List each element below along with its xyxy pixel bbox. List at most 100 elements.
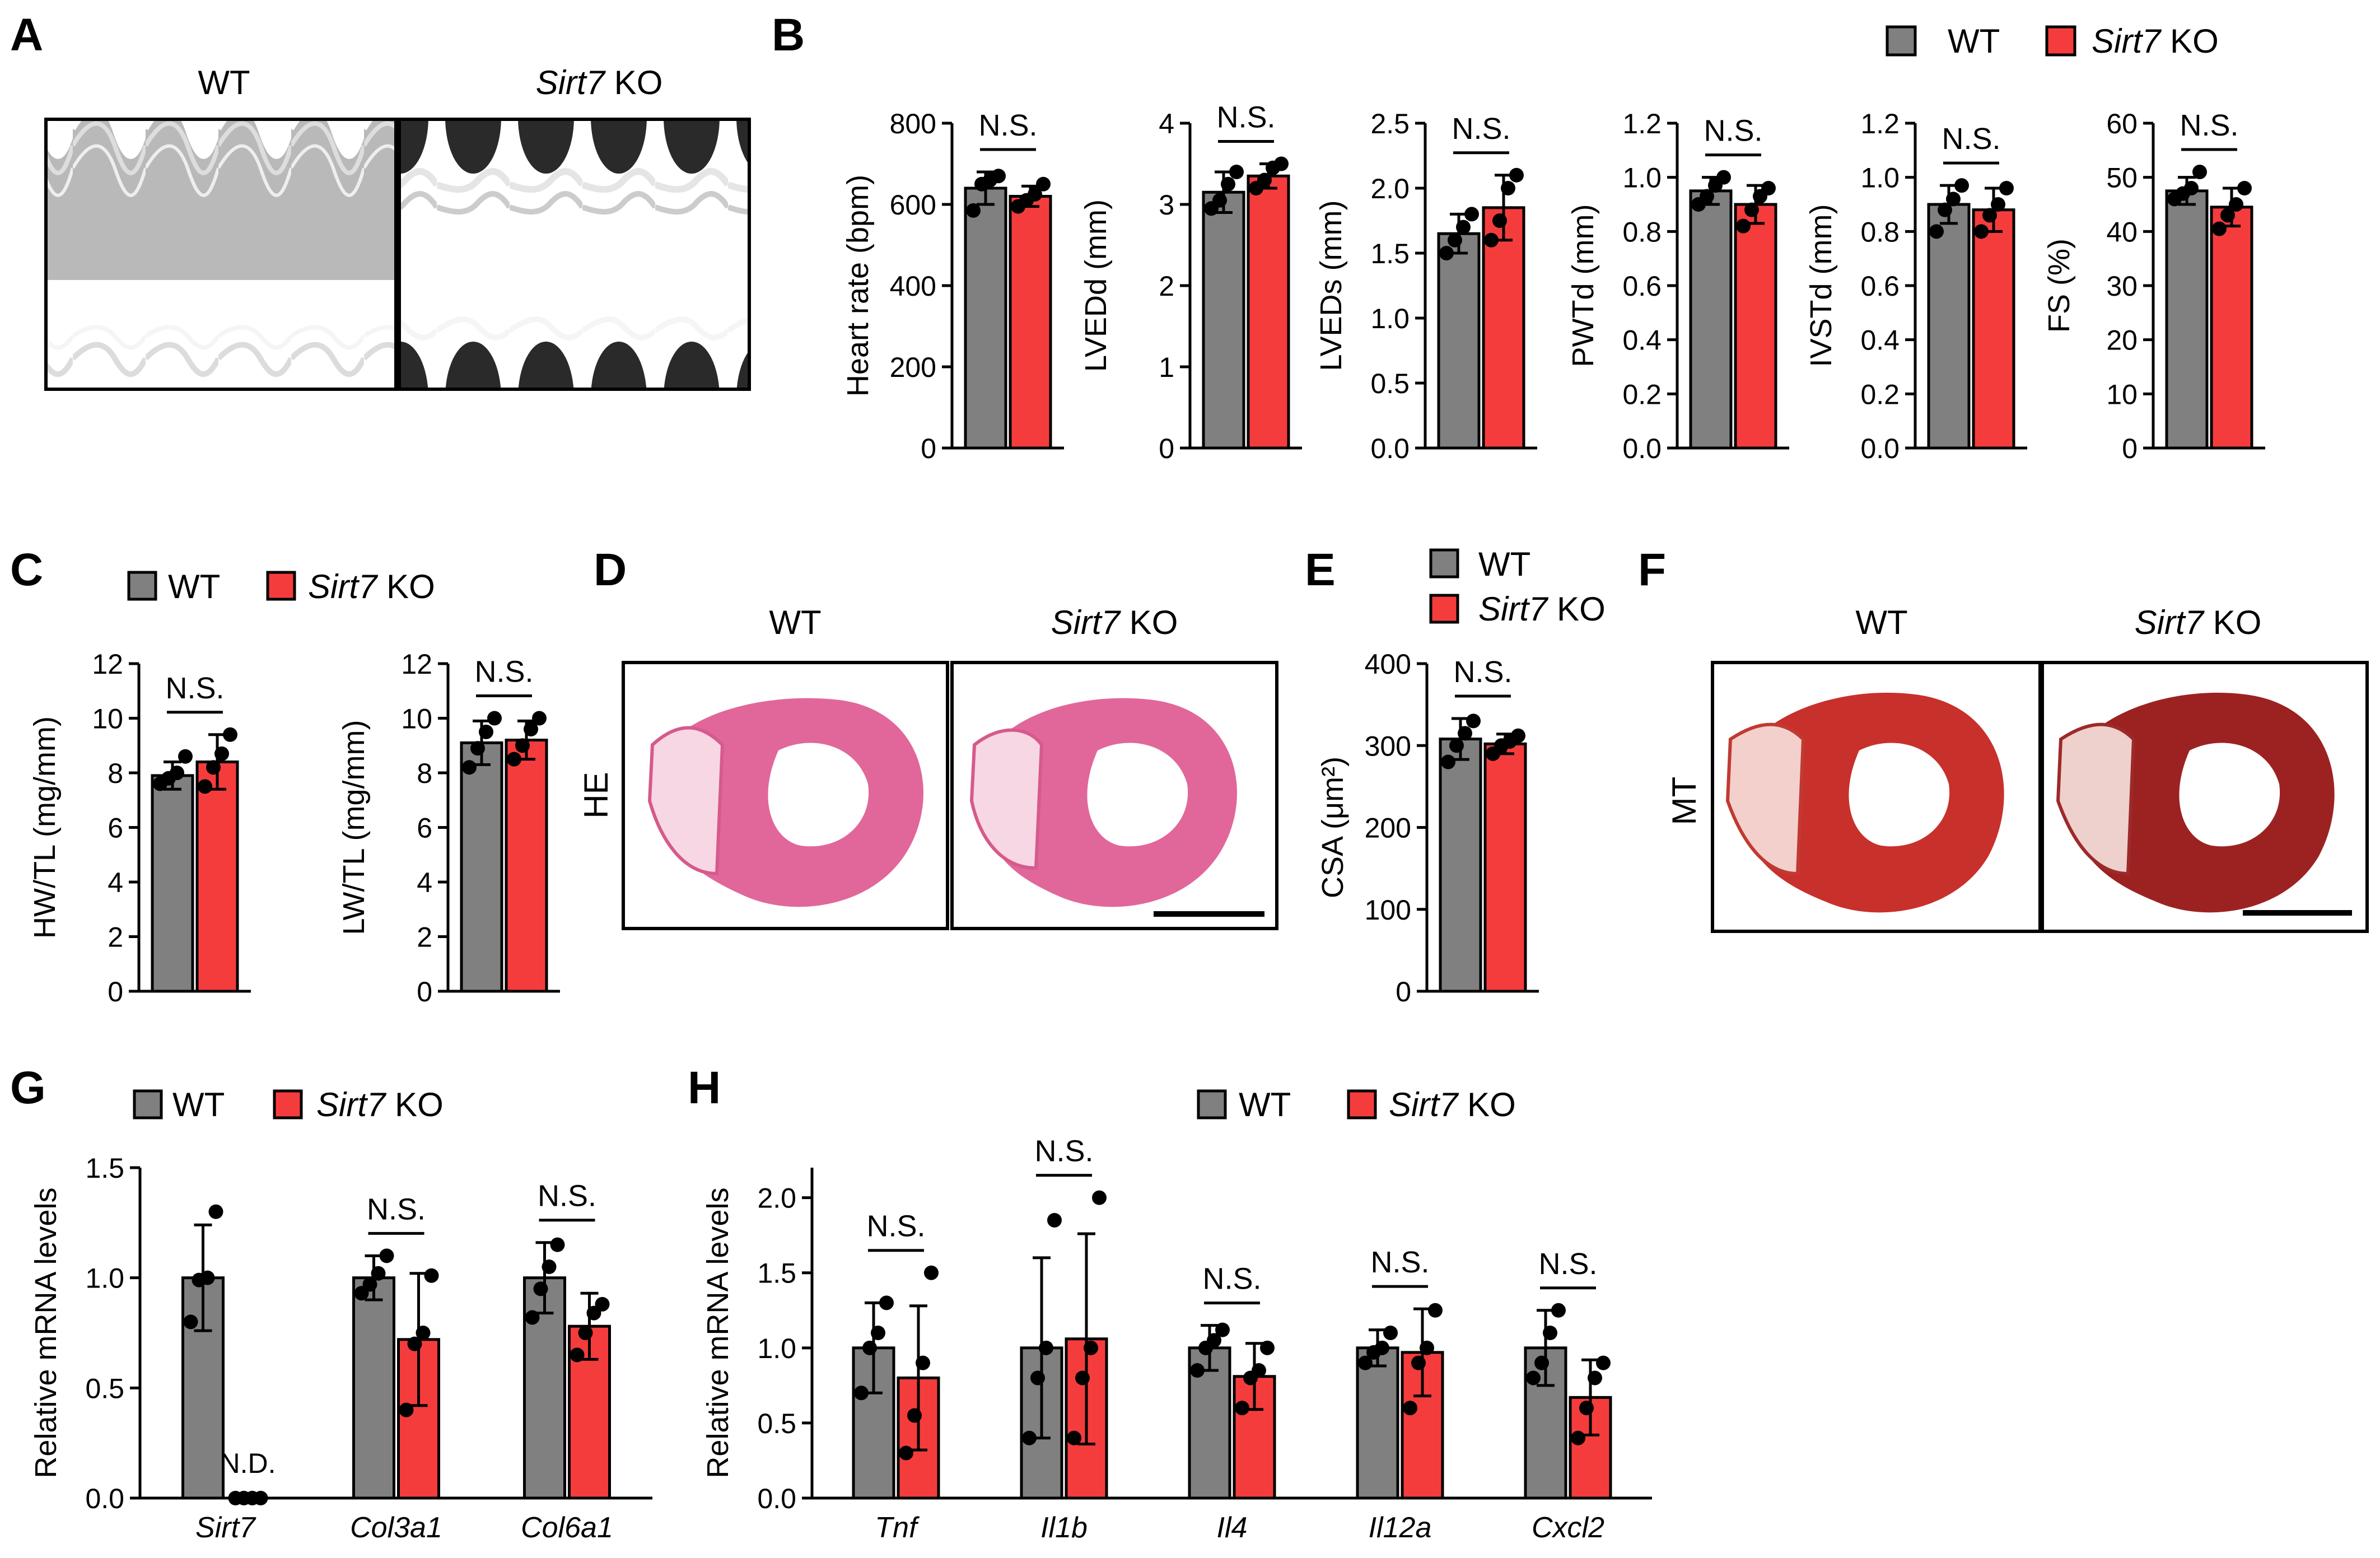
data-point-h1	[1411, 1355, 1426, 1370]
y-tick-label-b4: 0.2	[1622, 379, 1662, 410]
category-label-g1: Sirt7	[195, 1512, 256, 1544]
y-tick-label-e1: 400	[1365, 649, 1411, 680]
y-tick-label-c2: 4	[417, 867, 432, 898]
data-point-b1	[1036, 176, 1051, 192]
y-tick-label-b6: 50	[2106, 162, 2138, 194]
data-point-b5	[1954, 178, 1969, 193]
chart-b4: 0.0 0.2 0.4 0.6 0.8 1.0 1.2 PWTd (mm) N.S.	[1566, 108, 1789, 464]
category-label-h1: Il12a	[1369, 1512, 1432, 1544]
significance-label-h1: N.S.	[1538, 1247, 1597, 1281]
category-label-h1: Il4	[1217, 1512, 1248, 1544]
legend-e-ko-swatch	[1429, 594, 1459, 624]
category-label-h1: Cxcl2	[1532, 1512, 1604, 1544]
data-point-h1	[1075, 1370, 1090, 1386]
data-point-b5	[1929, 224, 1944, 239]
data-point-h1	[862, 1340, 877, 1355]
bar-c1-wt	[151, 774, 194, 993]
data-point-g1	[253, 1491, 268, 1505]
data-point-b5	[1991, 197, 2005, 212]
data-point-c1	[223, 727, 237, 742]
data-point-b6	[2220, 208, 2235, 223]
data-point-c1	[170, 766, 184, 780]
y-tick-label-b3: 2.5	[1370, 108, 1410, 139]
y-tick-label-c1: 4	[108, 867, 123, 898]
data-point-b2	[1257, 172, 1272, 188]
legend-h-ko-label: Sirt7 KO	[1389, 1086, 1516, 1123]
legend-c-ko-label: Sirt7 KO	[308, 568, 435, 605]
legend-h-ko-swatch	[1347, 1089, 1377, 1119]
y-tick-label-c1: 0	[108, 976, 123, 1007]
y-tick-label-b1: 600	[890, 189, 936, 221]
significance-label-b3: N.S.	[1452, 112, 1510, 146]
bar-b6-wt	[2165, 189, 2209, 450]
data-point-h1	[1526, 1370, 1541, 1386]
y-axis-label-b1: Heart rate (bpm)	[841, 175, 875, 397]
he-row-label: HE	[577, 772, 615, 818]
significance-label-g1: N.S.	[538, 1179, 596, 1213]
legend-b-ko-swatch	[2045, 25, 2076, 57]
data-point-b5	[1938, 202, 1952, 217]
data-point-g1	[533, 1281, 548, 1296]
data-point-g1	[542, 1260, 557, 1274]
y-tick-label-b1: 400	[890, 270, 936, 302]
data-point-g1	[379, 1248, 394, 1263]
bar-b4-wt	[1689, 189, 1733, 450]
y-tick-label-c2: 12	[401, 649, 432, 680]
data-point-e1	[1511, 728, 1525, 743]
bar-e1-wt	[1439, 738, 1482, 993]
data-point-h1	[924, 1265, 939, 1280]
panel-label-b: B	[772, 10, 805, 60]
data-point-c1	[214, 746, 229, 761]
data-point-h1	[1579, 1401, 1594, 1416]
data-point-b5	[1946, 192, 1961, 207]
legend-b: WT Sirt7 KO	[1886, 22, 2219, 60]
significance-label-g1: N.S.	[367, 1192, 426, 1226]
y-tick-label-b4: 0.8	[1622, 216, 1662, 248]
legend-b-wt-label: WT	[1948, 22, 2000, 60]
bar-b1-wt	[964, 186, 1007, 450]
significance-label-b4: N.S.	[1704, 114, 1762, 148]
echo-wt-label: WT	[198, 64, 250, 101]
y-tick-label-e1: 200	[1365, 813, 1411, 844]
significance-label-b1: N.S.	[978, 109, 1037, 142]
y-tick-label-b4: 1.0	[1622, 162, 1662, 194]
data-point-b2	[1274, 156, 1289, 171]
y-tick-label-b1: 800	[890, 108, 936, 139]
y-tick-label-b4: 0.6	[1622, 270, 1662, 302]
data-point-h1	[1252, 1363, 1266, 1378]
panel-label-a: A	[10, 10, 43, 60]
legend-g: WT Sirt7 KO	[133, 1086, 444, 1123]
data-point-b5	[1999, 181, 2014, 195]
data-point-h1	[1235, 1401, 1249, 1416]
significance-label-c1: N.S.	[165, 671, 224, 705]
y-axis-label-b6: FS (%)	[2042, 239, 2076, 333]
y-tick-label-b5: 0.8	[1860, 216, 1900, 248]
y-tick-label-c2: 0	[417, 976, 432, 1007]
data-point-c2	[470, 741, 485, 756]
y-axis-label-e1: CSA (μm²)	[1316, 757, 1350, 898]
data-point-h1	[1190, 1363, 1205, 1378]
data-point-h1	[1047, 1212, 1062, 1228]
legend-c-wt-label: WT	[168, 568, 220, 605]
chart-b5: 0.0 0.2 0.4 0.6 0.8 1.0 1.2 IVSTd (mm) N.S.	[1804, 108, 2027, 464]
echo-wt-image	[44, 118, 398, 391]
data-point-h1	[1092, 1190, 1107, 1205]
data-point-b6	[2212, 221, 2227, 236]
data-point-c2	[479, 724, 493, 739]
y-tick-label-c1: 12	[92, 649, 123, 680]
data-point-h1	[1403, 1401, 1417, 1416]
data-point-h1	[1596, 1355, 1611, 1370]
y-axis-label-b4: PWTd (mm)	[1566, 204, 1600, 367]
y-tick-label-h1: 0.5	[757, 1408, 796, 1439]
data-point-h1	[1030, 1370, 1045, 1386]
legend-c-ko-swatch	[266, 571, 296, 601]
data-point-c2	[515, 738, 530, 753]
data-point-h1	[1551, 1303, 1566, 1318]
data-point-c1	[206, 760, 221, 775]
mt-wt-section	[1725, 692, 2004, 913]
he-ko-label: Sirt7 KO	[1051, 604, 1178, 641]
data-point-b3	[1439, 246, 1454, 260]
legend-g-wt-label: WT	[172, 1086, 225, 1123]
data-point-b4	[1761, 181, 1776, 195]
